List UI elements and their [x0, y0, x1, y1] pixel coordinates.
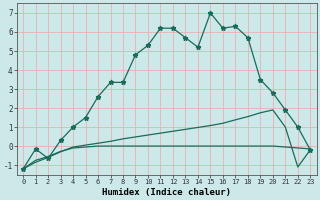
- X-axis label: Humidex (Indice chaleur): Humidex (Indice chaleur): [102, 188, 231, 197]
